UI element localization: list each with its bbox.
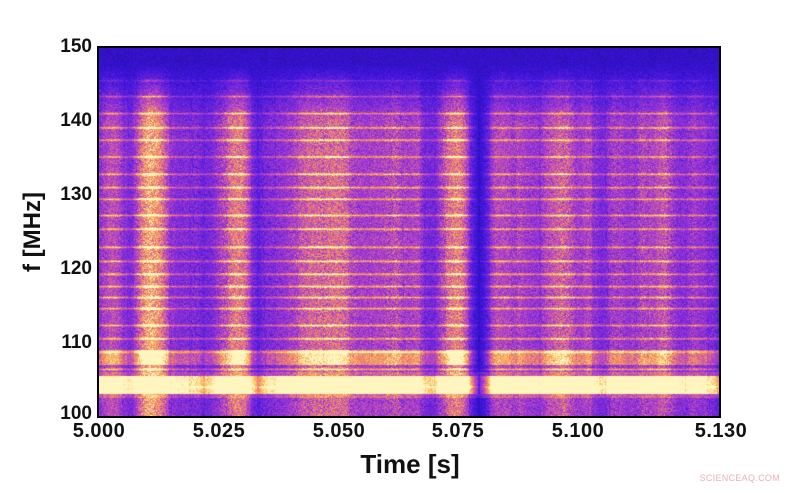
x-tick-5130: 5.130 <box>694 420 748 442</box>
y-tick-130: 130 <box>60 184 92 205</box>
y-tick-150: 150 <box>60 36 92 57</box>
x-tick-5100: 5.100 <box>551 420 605 442</box>
spectrogram-heatmap <box>99 48 719 416</box>
x-tick-5075: 5.075 <box>431 420 485 442</box>
y-axis-label: f [MHz] <box>19 192 46 272</box>
y-tick-100: 100 <box>60 403 92 424</box>
spectrogram-plot-area <box>97 46 721 418</box>
x-tick-5000: 5.000 <box>72 420 126 442</box>
watermark: SCIENCEAQ.COM <box>699 473 780 483</box>
y-tick-110: 110 <box>61 332 92 353</box>
x-tick-5050: 5.050 <box>312 420 366 442</box>
y-tick-120: 120 <box>60 258 92 279</box>
y-tick-140: 140 <box>60 110 92 131</box>
x-axis-label: Time [s] <box>360 449 460 479</box>
x-tick-5025: 5.025 <box>192 420 246 442</box>
